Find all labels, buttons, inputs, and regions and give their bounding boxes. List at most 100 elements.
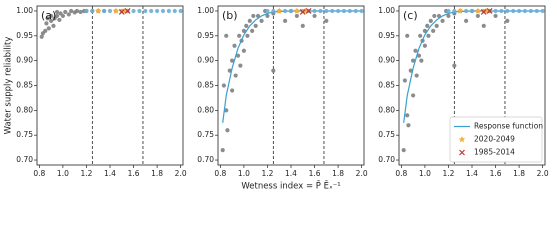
point (283, 8, 288, 14)
point (422, 43, 428, 48)
x-axis-label: Wetness index = P̄ Ēₓ⁻¹ (241, 180, 340, 192)
x-tick-label: 1.0 (238, 169, 250, 178)
star-point (456, 7, 464, 14)
point (312, 8, 317, 14)
x-tick-label: 1.6 (128, 169, 140, 178)
point (84, 8, 89, 14)
point (446, 8, 451, 14)
point (359, 8, 364, 14)
point (251, 13, 256, 19)
x-tick-label: 0.8 (33, 169, 45, 178)
point (452, 8, 457, 14)
x-tick-label: 1.8 (332, 169, 344, 178)
point (422, 28, 428, 33)
y-tick-label: 0.90 (197, 56, 214, 65)
point (493, 8, 498, 14)
point (46, 26, 51, 31)
point (60, 13, 66, 19)
point (300, 23, 305, 28)
y-tick-label: 0.95 (378, 31, 395, 40)
point (225, 128, 230, 133)
point (481, 23, 486, 28)
point (63, 9, 68, 15)
point (405, 33, 410, 38)
x-point (118, 9, 125, 15)
point (233, 73, 238, 78)
point (505, 18, 510, 24)
point (288, 8, 294, 14)
x-tick-label: 1.2 (261, 169, 273, 178)
y-tick-label: 0.80 (378, 105, 395, 114)
point (250, 28, 255, 33)
x-tick-label: 1.6 (309, 169, 321, 178)
point (247, 18, 252, 24)
point (224, 33, 229, 38)
point (265, 13, 270, 19)
y-tick-label: 0.95 (16, 31, 33, 40)
point (241, 28, 247, 33)
x-tick-label: 1.8 (513, 169, 525, 178)
point (318, 8, 323, 14)
y-axis-label: Water supply reliability (4, 37, 14, 135)
point (499, 8, 504, 14)
legend-swatch (459, 149, 465, 156)
point (505, 8, 510, 14)
x-point (124, 8, 131, 14)
point (137, 8, 142, 14)
point (49, 18, 54, 24)
point (74, 8, 80, 14)
point (43, 28, 48, 33)
y-tick-label: 0.90 (378, 56, 395, 65)
point (528, 8, 533, 14)
point (347, 8, 352, 14)
point (324, 18, 329, 24)
star-point (293, 7, 301, 14)
legend-label: Response function (474, 122, 543, 131)
x-tick-label: 1.4 (104, 169, 116, 178)
point (446, 13, 451, 19)
legend-label: 1985-2014 (474, 148, 515, 157)
x-tick-label: 2.0 (356, 169, 368, 178)
point (469, 8, 475, 14)
point (440, 18, 445, 24)
point (238, 63, 243, 68)
x-tick-label: 0.8 (395, 169, 407, 178)
point (353, 8, 358, 14)
point (540, 8, 545, 14)
x-tick-label: 2.0 (175, 169, 187, 178)
panel-label: (a) (41, 9, 56, 22)
x-tick-label: 1.2 (442, 169, 454, 178)
point (426, 33, 431, 38)
point (166, 8, 171, 14)
plot-area (217, 5, 365, 166)
point (154, 8, 160, 14)
y-tick-label: 1.00 (16, 6, 33, 15)
point (39, 34, 44, 39)
plot-area (36, 5, 184, 166)
point (57, 17, 62, 23)
point (224, 108, 229, 113)
point (534, 8, 539, 14)
x-point (305, 8, 312, 14)
point (244, 23, 249, 28)
point (452, 63, 457, 68)
point (241, 48, 247, 53)
point (45, 16, 50, 21)
point (416, 53, 422, 58)
point (230, 58, 235, 63)
point (402, 78, 407, 83)
point (78, 9, 83, 15)
star-point (474, 7, 482, 14)
panel-label: (b) (222, 9, 238, 22)
y-tick-label: 0.80 (16, 105, 33, 114)
x-tick-label: 1.2 (80, 169, 92, 178)
y-tick-label: 0.95 (197, 31, 214, 40)
point (406, 123, 411, 128)
point (49, 13, 54, 19)
point (172, 8, 177, 14)
point (232, 43, 237, 48)
y-tick-label: 0.75 (197, 130, 214, 139)
point (493, 13, 498, 19)
y-tick-label: 0.85 (378, 81, 395, 90)
point (253, 23, 258, 28)
